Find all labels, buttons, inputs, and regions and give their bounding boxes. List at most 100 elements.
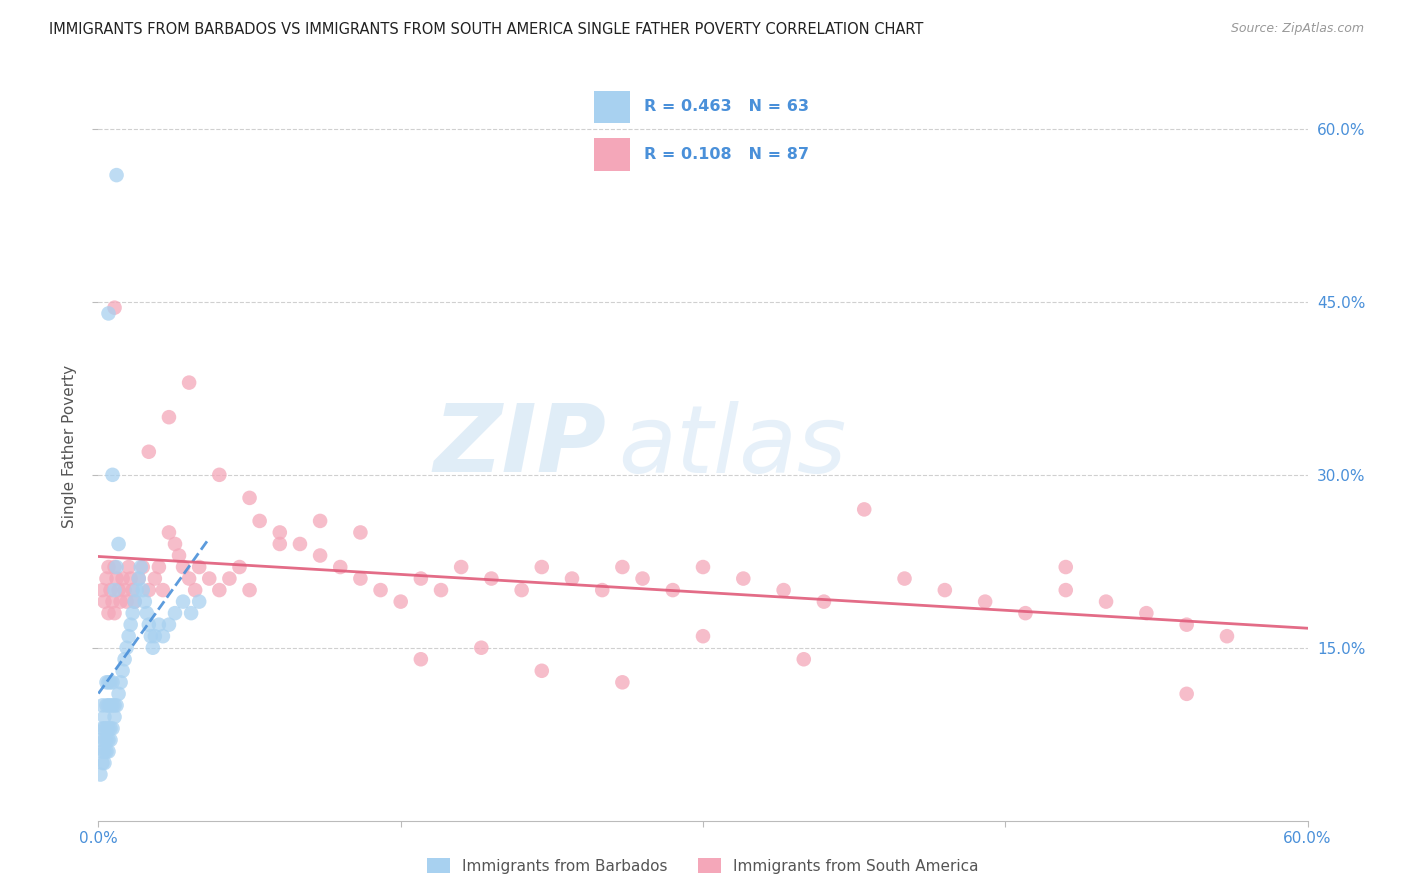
Point — [188, 594, 211, 608]
Point — [124, 594, 146, 608]
Point — [91, 744, 114, 758]
Point — [105, 560, 128, 574]
Point — [591, 583, 613, 598]
Point — [91, 583, 114, 598]
Point — [470, 640, 492, 655]
Point — [409, 652, 432, 666]
Point — [97, 744, 120, 758]
Point — [188, 560, 211, 574]
Point — [103, 301, 125, 315]
Point — [111, 664, 134, 678]
Point — [1095, 594, 1118, 608]
Point — [96, 675, 118, 690]
Point — [208, 467, 231, 482]
Point — [239, 491, 262, 505]
Point — [96, 733, 118, 747]
Point — [793, 652, 815, 666]
Point — [269, 537, 291, 551]
Point — [103, 606, 125, 620]
Point — [111, 572, 134, 586]
Point — [120, 617, 142, 632]
Point — [631, 572, 654, 586]
Point — [179, 572, 201, 586]
Point — [163, 537, 186, 551]
Point — [1054, 560, 1077, 574]
Point — [157, 410, 180, 425]
Point — [288, 537, 311, 551]
Point — [96, 722, 118, 736]
Point — [97, 606, 120, 620]
Text: ZIP: ZIP — [433, 400, 606, 492]
Point — [107, 537, 129, 551]
Point — [510, 583, 533, 598]
Point — [389, 594, 412, 608]
Point — [93, 594, 115, 608]
Point — [97, 722, 120, 736]
Point — [143, 629, 166, 643]
Point — [107, 687, 129, 701]
Point — [128, 572, 150, 586]
Point — [101, 594, 124, 608]
Point — [157, 617, 180, 632]
Point — [105, 698, 128, 713]
Point — [110, 675, 132, 690]
Point — [309, 549, 332, 563]
Point — [184, 583, 207, 598]
Text: R = 0.463   N = 63: R = 0.463 N = 63 — [644, 99, 808, 114]
Point — [101, 467, 124, 482]
Point — [101, 675, 124, 690]
Point — [100, 675, 122, 690]
Point — [100, 698, 122, 713]
Bar — [595, 91, 630, 123]
Point — [114, 652, 136, 666]
Point — [91, 756, 114, 770]
Point — [96, 572, 118, 586]
Point — [96, 698, 118, 713]
Point — [100, 733, 122, 747]
Point — [370, 583, 392, 598]
Point — [115, 594, 138, 608]
Point — [89, 767, 111, 781]
Point — [430, 583, 453, 598]
Point — [530, 560, 553, 574]
Point — [138, 444, 160, 458]
Point — [103, 560, 125, 574]
Point — [163, 606, 186, 620]
Point — [134, 594, 156, 608]
Point — [93, 733, 115, 747]
Point — [120, 572, 142, 586]
Text: IMMIGRANTS FROM BARBADOS VS IMMIGRANTS FROM SOUTH AMERICA SINGLE FATHER POVERTY : IMMIGRANTS FROM BARBADOS VS IMMIGRANTS F… — [49, 22, 924, 37]
Point — [148, 560, 170, 574]
Point — [1135, 606, 1157, 620]
Point — [97, 306, 120, 320]
Point — [409, 572, 432, 586]
Point — [110, 594, 132, 608]
Point — [97, 560, 120, 574]
Point — [128, 572, 150, 586]
Point — [142, 640, 165, 655]
Point — [135, 606, 157, 620]
Point — [103, 710, 125, 724]
Point — [1054, 583, 1077, 598]
Point — [105, 168, 128, 182]
Point — [309, 514, 332, 528]
Point — [1014, 606, 1036, 620]
Point — [329, 560, 352, 574]
Point — [481, 572, 503, 586]
Point — [612, 560, 634, 574]
Point — [218, 572, 240, 586]
Point — [1175, 687, 1198, 701]
Point — [132, 560, 155, 574]
Point — [450, 560, 472, 574]
Point — [93, 710, 115, 724]
Point — [100, 583, 122, 598]
Point — [853, 502, 876, 516]
Point — [143, 572, 166, 586]
Point — [97, 733, 120, 747]
Point — [180, 606, 202, 620]
Point — [101, 698, 124, 713]
Point — [893, 572, 915, 586]
Text: Source: ZipAtlas.com: Source: ZipAtlas.com — [1230, 22, 1364, 36]
Point — [172, 594, 194, 608]
Text: atlas: atlas — [619, 401, 846, 491]
